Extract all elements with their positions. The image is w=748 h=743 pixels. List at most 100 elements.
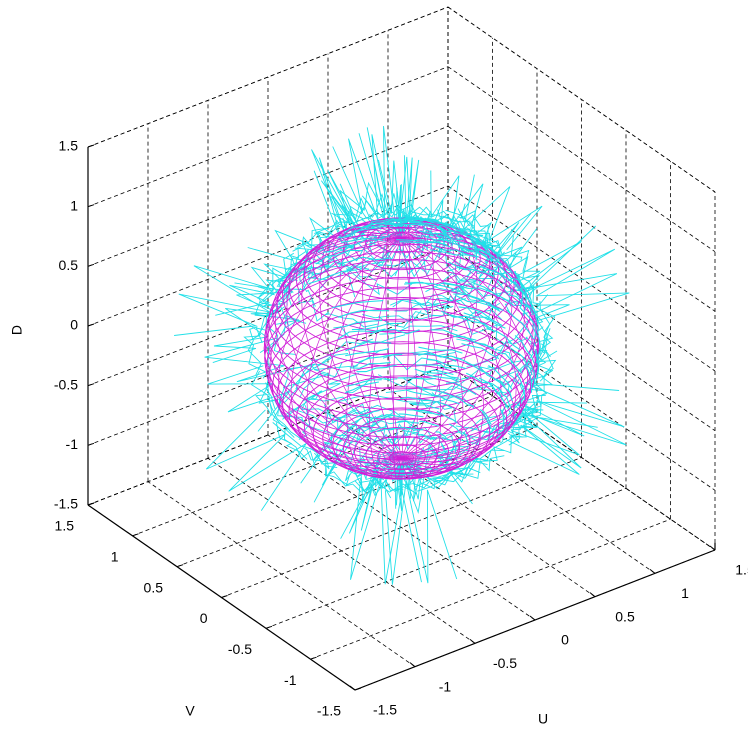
noise-stroke: [263, 269, 334, 307]
noise-stroke: [452, 440, 457, 453]
noise-stroke: [499, 408, 505, 428]
noise-stroke: [514, 272, 528, 299]
noise-stroke: [369, 425, 387, 432]
noise-stroke: [207, 365, 291, 432]
noise-stroke: [524, 364, 533, 393]
noise-stroke: [265, 382, 283, 427]
noise-stroke: [469, 237, 501, 258]
noise-stroke: [397, 420, 420, 424]
noise-stroke: [304, 423, 384, 447]
grid-line: [132, 395, 493, 537]
meridian: [267, 237, 402, 459]
x-tick-label: 0: [561, 632, 569, 648]
noise-stroke: [358, 353, 403, 363]
z-tick: [87, 442, 95, 446]
noise-stroke: [416, 385, 451, 396]
meridian: [275, 234, 402, 459]
grid-line: [87, 66, 449, 208]
y-tick: [354, 687, 362, 691]
noise-stroke: [311, 149, 359, 244]
noise-stroke: [398, 413, 424, 418]
noise-stroke: [507, 293, 535, 316]
noise-stroke: [311, 338, 374, 361]
noise-stroke: [431, 395, 460, 405]
noise-stroke: [459, 455, 505, 479]
noise-stroke: [418, 346, 463, 354]
x-tick: [649, 568, 656, 574]
noise-stroke: [418, 351, 461, 360]
meridian: [401, 238, 442, 478]
grid-line: [87, 364, 449, 506]
noise-stroke: [497, 352, 523, 374]
noise-stroke: [398, 216, 427, 220]
y-tick: [87, 502, 95, 506]
noise-stroke: [440, 229, 450, 240]
noise-stroke: [380, 414, 406, 420]
noise-stroke: [399, 220, 418, 224]
noise-stroke: [337, 256, 390, 265]
noise-stroke: [365, 220, 408, 228]
x-tick: [469, 638, 476, 644]
noise-stroke: [361, 192, 400, 219]
y-tick: [265, 625, 273, 629]
y-tick-label: 1.5: [55, 518, 75, 534]
noise-stroke: [529, 361, 536, 388]
noise-stroke: [340, 450, 381, 539]
noise-stroke: [204, 337, 316, 402]
grid-line: [447, 126, 716, 312]
noise-stroke: [304, 447, 338, 469]
noise-stroke: [406, 409, 433, 414]
z-tick-label: -1: [66, 436, 79, 452]
noise-stroke: [408, 466, 422, 502]
noise-stroke: [377, 428, 395, 433]
noise-stroke: [402, 429, 420, 434]
noise-stroke: [465, 372, 496, 391]
noise-stroke: [292, 227, 330, 252]
noise-stroke: [515, 373, 526, 400]
noise-stroke: [351, 322, 402, 331]
y-tick-label: -0.5: [228, 641, 252, 657]
noise-stroke: [387, 208, 408, 223]
meridian: [301, 228, 402, 459]
noise-stroke: [445, 381, 477, 396]
noise-stroke: [447, 240, 490, 256]
meridian: [306, 238, 402, 471]
noise-stroke: [439, 234, 445, 244]
z-tick: [87, 323, 95, 327]
noise-stroke: [534, 349, 540, 378]
x-tick: [709, 545, 716, 551]
y-tick-label: -1.5: [317, 703, 341, 719]
z-tick-label: -1.5: [54, 496, 78, 512]
noise-stroke: [440, 444, 445, 453]
grid-line: [447, 185, 716, 372]
noise-stroke: [394, 206, 455, 224]
noise-stroke: [524, 382, 627, 446]
y-tick: [132, 533, 139, 537]
noise-stroke: [369, 414, 393, 419]
noise-stroke: [458, 306, 503, 326]
noise-stroke: [419, 420, 439, 427]
noise-stroke: [272, 422, 322, 453]
noise-stroke: [510, 235, 541, 283]
noise-stroke: [510, 343, 546, 388]
meridian: [401, 238, 418, 480]
noise-stroke: [472, 282, 514, 306]
noise-stroke: [442, 230, 452, 241]
noise-stroke: [404, 282, 459, 291]
z-tick: [87, 263, 95, 267]
x-axis-label: U: [538, 711, 548, 727]
meridian: [319, 224, 402, 459]
noise-stroke: [424, 219, 457, 230]
noise-stroke: [282, 349, 381, 389]
noise-stroke: [345, 381, 379, 393]
noise-stroke: [427, 466, 481, 486]
noise-stroke: [301, 408, 383, 429]
noise-stroke: [414, 368, 454, 376]
meridian: [325, 238, 402, 474]
noise-stroke: [254, 285, 270, 335]
noise-stroke: [426, 223, 443, 230]
noise-stroke: [255, 306, 286, 343]
z-tick: [87, 144, 95, 148]
noise-stroke: [437, 455, 454, 470]
